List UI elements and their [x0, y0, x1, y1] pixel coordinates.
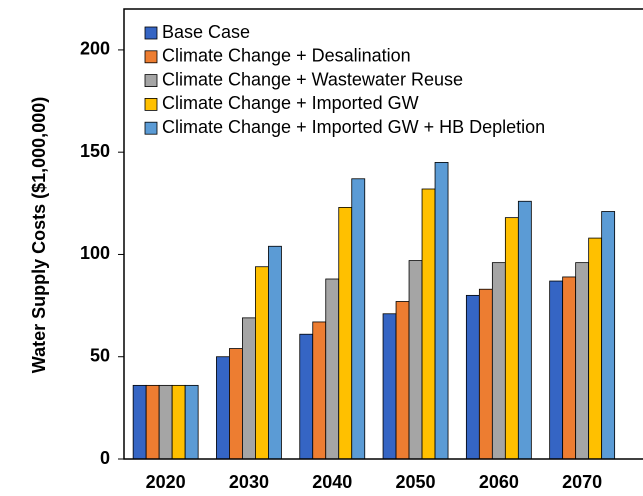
bar	[229, 348, 243, 460]
bar	[216, 356, 230, 460]
bar	[171, 384, 186, 460]
legend-label: Climate Change + Wastewater Reuse	[162, 69, 463, 89]
bar	[517, 200, 532, 460]
legend-swatch	[144, 74, 158, 87]
legend-label: Base Case	[162, 22, 250, 42]
bar	[575, 262, 590, 460]
bar	[408, 260, 423, 460]
y-axis-label: Water Supply Costs ($1,000,000)	[29, 97, 49, 373]
legend-label: Climate Change + Imported GW + HB Deplet…	[162, 117, 545, 137]
bar	[588, 237, 603, 460]
bar	[312, 321, 327, 460]
bar	[268, 245, 282, 460]
bar	[325, 278, 340, 460]
bar	[145, 384, 160, 460]
bar	[478, 288, 493, 460]
bar	[158, 384, 173, 460]
x-tick-label: 2020	[146, 472, 186, 492]
bar	[132, 384, 147, 460]
y-tick-label: 100	[80, 243, 110, 263]
bar	[351, 178, 366, 460]
bar	[601, 211, 616, 460]
bar	[382, 313, 397, 460]
x-tick-label: 2050	[396, 472, 436, 492]
legend-label: Climate Change + Imported GW	[162, 93, 419, 113]
y-tick-label: 50	[90, 345, 110, 365]
bar	[242, 317, 256, 460]
bar	[421, 188, 436, 460]
legend-swatch	[144, 50, 158, 64]
legend-swatch	[144, 26, 158, 40]
x-tick-label: 2030	[229, 472, 269, 492]
plot-frame	[123, 8, 643, 460]
bar	[184, 384, 199, 460]
bar	[395, 301, 410, 460]
legend-swatch	[144, 98, 158, 111]
bar	[491, 262, 506, 460]
bar	[255, 266, 269, 460]
legend-label: Climate Change + Desalination	[162, 46, 411, 66]
bar	[338, 207, 353, 460]
bar	[434, 162, 449, 460]
y-tick-label: 200	[80, 39, 110, 59]
y-tick-label: 0	[100, 448, 110, 468]
bar	[562, 276, 577, 460]
bar	[504, 217, 519, 460]
bar	[465, 294, 480, 460]
x-tick-label: 2040	[312, 472, 352, 492]
x-tick-label: 2070	[562, 472, 602, 492]
bar	[299, 333, 314, 460]
x-tick-label: 2060	[479, 472, 519, 492]
legend-swatch	[144, 121, 158, 135]
y-tick-label: 150	[80, 141, 110, 161]
bar	[549, 280, 564, 460]
